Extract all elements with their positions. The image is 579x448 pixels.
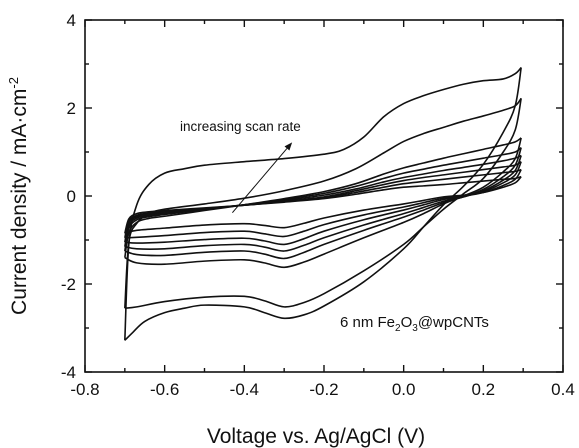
x-tick-label: -0.2	[309, 380, 338, 399]
x-tick-label: 0.2	[472, 380, 496, 399]
sample-label-prefix: 6 nm Fe	[340, 314, 395, 331]
cv-series-7-lower-branch	[124, 98, 522, 309]
y-tick-label: -4	[61, 363, 76, 382]
x-tick-label: 0.4	[551, 380, 575, 399]
y-tick-label: 2	[67, 99, 76, 118]
cv-series-6	[124, 137, 522, 269]
cv-series-4-lower-branch	[124, 155, 522, 252]
axis-ticks	[84, 19, 564, 373]
cv-series-5-lower-branch	[124, 147, 522, 260]
cv-series-3-lower-branch	[124, 161, 522, 246]
scan-rate-arrowhead	[284, 142, 293, 151]
cv-series-3-upper-branch	[124, 160, 522, 243]
cv-series-6-lower-branch	[124, 137, 522, 269]
cv-series-2-lower-branch	[124, 169, 522, 239]
scan-rate-annotation-text: increasing scan rate	[180, 119, 301, 134]
scan-rate-arrow	[232, 148, 288, 214]
y-tick-label: 4	[67, 11, 76, 30]
cv-series-4	[124, 154, 522, 252]
cv-series-2-upper-branch	[124, 168, 522, 238]
sample-label: 6 nm Fe2O3@wpCNTs	[340, 314, 489, 334]
x-tick-label: 0.0	[392, 380, 416, 399]
cv-series-8	[124, 66, 522, 341]
sample-label-sub2: 3	[412, 323, 418, 334]
y-tick-label: 0	[67, 187, 76, 206]
sample-label-mid: O	[401, 314, 413, 331]
scan-rate-annotation: increasing scan rate	[180, 119, 301, 214]
cv-series-8-upper-branch	[124, 66, 522, 341]
y-axis-title-exponent: -2	[6, 77, 21, 89]
cv-series-3	[124, 160, 522, 246]
cv-series-7	[124, 97, 522, 309]
tick-labels: -0.8 -0.6 -0.4 -0.2 0.0 0.2 0.4 -4 -2 0 2 4	[61, 11, 575, 399]
cv-series-2	[124, 168, 522, 239]
x-tick-label: -0.8	[70, 380, 99, 399]
cv-series-1-upper-branch	[124, 175, 522, 234]
cv-series-6-upper-branch	[124, 137, 522, 258]
cv-series-5	[124, 146, 522, 260]
x-tick-label: -0.6	[150, 380, 179, 399]
y-axis-title: Current density / mA·cm-2	[6, 77, 31, 315]
sample-label-suffix: @wpCNTs	[418, 314, 489, 331]
cv-series-7-upper-branch	[124, 97, 522, 309]
cv-series-8-lower-branch	[124, 67, 522, 341]
cv-series-5-upper-branch	[124, 146, 522, 252]
y-tick-label: -2	[61, 275, 76, 294]
sample-label-sub1: 2	[395, 323, 401, 334]
cv-curves	[124, 66, 522, 341]
y-axis-title-main: Current density / mA·cm	[8, 89, 31, 315]
x-axis-title: Voltage vs. Ag/AgCl (V)	[207, 425, 425, 448]
x-tick-label: -0.4	[230, 380, 259, 399]
plot-frame	[84, 19, 564, 373]
